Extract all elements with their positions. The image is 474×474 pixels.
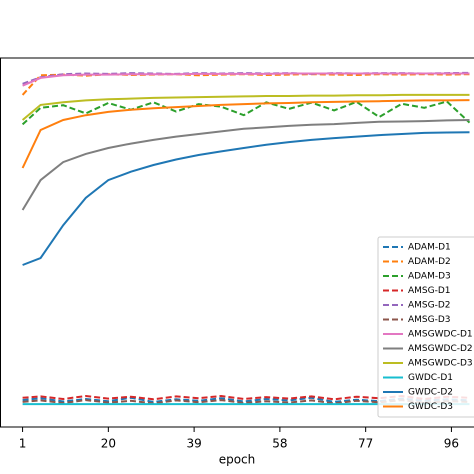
legend: ADAM-D1 ADAM-D2 ADAM-D3 AMSG-D1 AMSG-D2 AMSG-…	[377, 236, 474, 418]
x-tick-label: 20	[101, 437, 116, 451]
legend-box	[377, 236, 474, 418]
series-line	[22, 131, 470, 266]
plot-frame	[0, 57, 474, 428]
legend-label: AMSG-D2	[408, 301, 451, 311]
legend-label: GWDC-D1	[408, 373, 453, 383]
series-line	[21, 119, 470, 211]
legend-label: ADAM-D2	[408, 257, 451, 267]
legend-label: AMSG-D3	[408, 315, 451, 325]
x-tick-label: 58	[272, 437, 287, 451]
legend-label: ADAM-D3	[408, 272, 451, 282]
legend-label: GWDC-D3	[408, 402, 453, 412]
series-line	[21, 73, 470, 96]
series-line	[21, 93, 470, 121]
legend-label: AMSGWDC-D2	[408, 344, 473, 354]
series-line	[21, 100, 471, 126]
legend-label: ADAM-D1	[408, 243, 451, 253]
series-line	[21, 99, 470, 169]
x-tick-label: 96	[444, 437, 459, 451]
legend-label: AMSG-D1	[408, 286, 451, 296]
x-axis-label: epoch	[219, 453, 256, 467]
legend-label: AMSGWDC-D3	[408, 359, 473, 369]
x-tick-label: 77	[358, 437, 373, 451]
x-tick-label: 39	[186, 437, 201, 451]
series-line	[22, 72, 470, 87]
legend-label: AMSGWDC-D1	[408, 330, 473, 340]
x-tick-label: 1	[19, 437, 27, 451]
legend-label: GWDC-D2	[408, 388, 453, 398]
